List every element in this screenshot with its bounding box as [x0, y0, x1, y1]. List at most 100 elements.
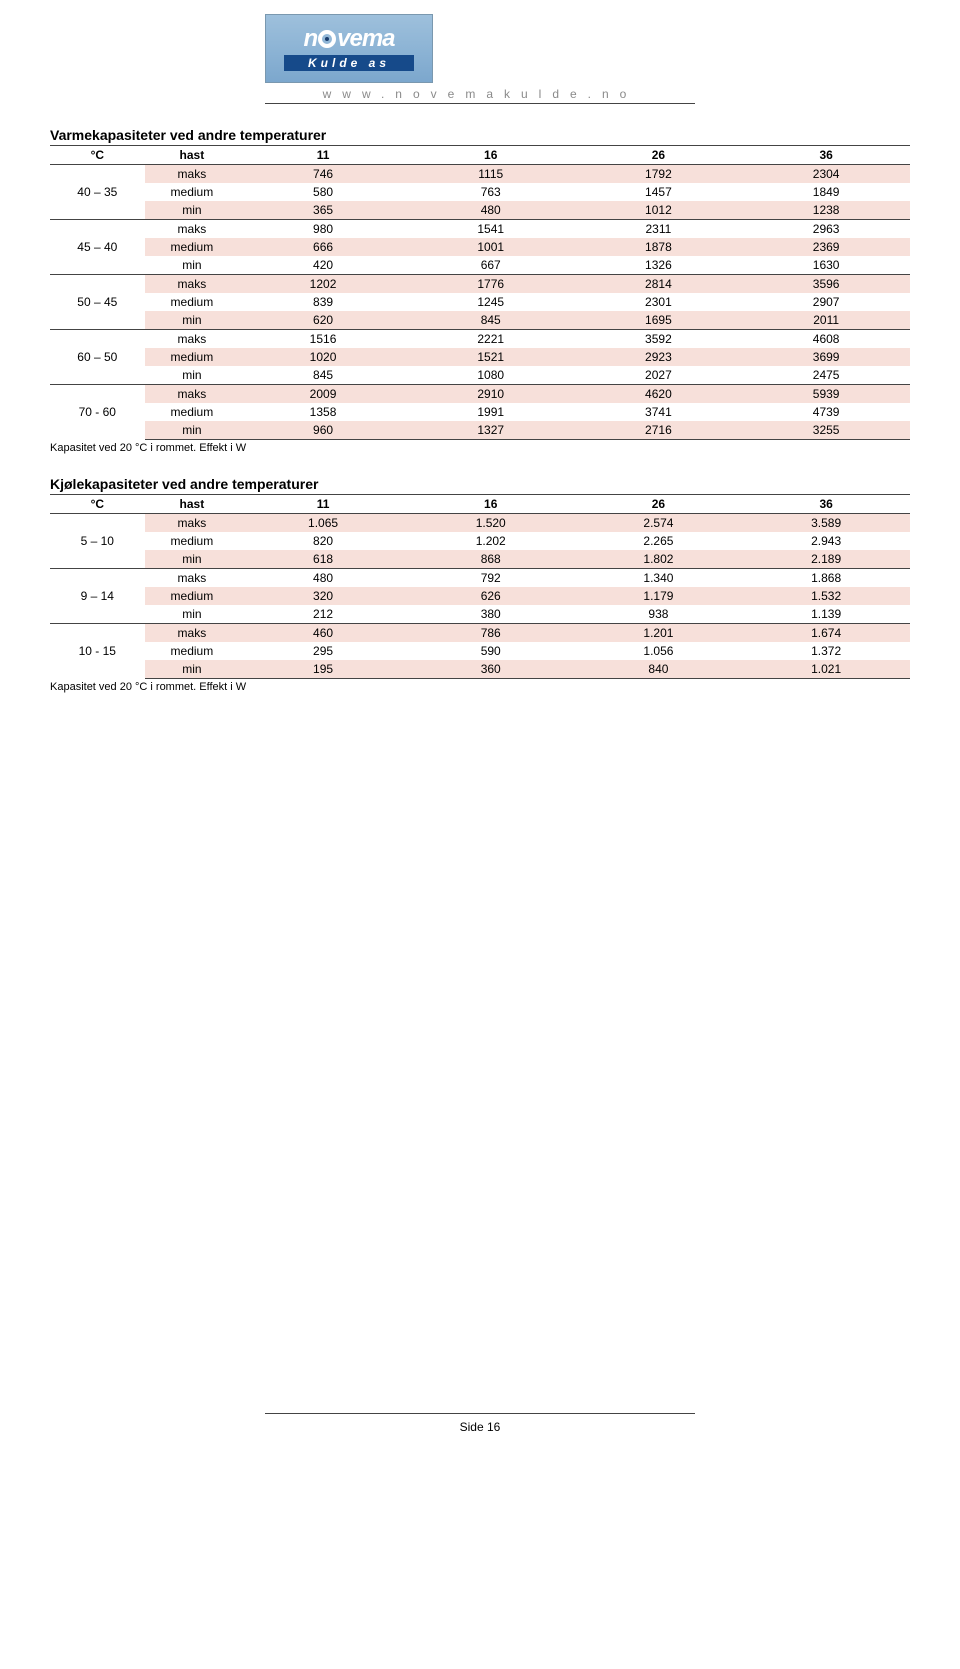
cell-value: 1238	[742, 201, 910, 220]
cell-value: 667	[407, 256, 575, 275]
cell-hast: min	[145, 550, 240, 569]
cell-value: 1.372	[742, 642, 910, 660]
group-label: 10 - 15	[50, 624, 145, 679]
cell-value: 2009	[239, 385, 407, 404]
cell-hast: min	[145, 311, 240, 330]
cell-value: 1.179	[575, 587, 743, 605]
heat-table-note: Kapasitet ved 20 °C i rommet. Effekt i W	[50, 442, 910, 454]
cell-value: 839	[239, 293, 407, 311]
table-row: medium8201.2022.2652.943	[50, 532, 910, 550]
cell-value: 365	[239, 201, 407, 220]
group-label: 45 – 40	[50, 220, 145, 275]
cool-table-title: Kjølekapasiteter ved andre temperaturer	[50, 476, 910, 492]
cell-hast: min	[145, 660, 240, 679]
page-header: nvema Kulde as www.novemakulde.no	[50, 14, 910, 109]
cell-value: 1991	[407, 403, 575, 421]
cell-value: 480	[239, 569, 407, 588]
cell-value: 1.139	[742, 605, 910, 624]
cell-value: 1.056	[575, 642, 743, 660]
cell-value: 960	[239, 421, 407, 440]
table-row: min6188681.8022.189	[50, 550, 910, 569]
cell-value: 2910	[407, 385, 575, 404]
header-url: www.novemakulde.no	[265, 87, 695, 101]
cell-hast: maks	[145, 220, 240, 239]
table-row: min1953608401.021	[50, 660, 910, 679]
cell-value: 2369	[742, 238, 910, 256]
cell-value: 4739	[742, 403, 910, 421]
cell-value: 938	[575, 605, 743, 624]
cell-value: 1.520	[407, 514, 575, 533]
cell-value: 1.868	[742, 569, 910, 588]
group-label: 5 – 10	[50, 514, 145, 569]
cell-value: 666	[239, 238, 407, 256]
cell-value: 1.802	[575, 550, 743, 569]
cell-hast: maks	[145, 330, 240, 349]
cell-hast: medium	[145, 238, 240, 256]
table-row: min2123809381.139	[50, 605, 910, 624]
cell-value: 1630	[742, 256, 910, 275]
table-row: medium2955901.0561.372	[50, 642, 910, 660]
cell-hast: medium	[145, 293, 240, 311]
cell-hast: maks	[145, 514, 240, 533]
table-row: 70 - 60maks2009291046205939	[50, 385, 910, 404]
table-row: medium666100118782369	[50, 238, 910, 256]
cell-value: 1.340	[575, 569, 743, 588]
table-row: medium1020152129233699	[50, 348, 910, 366]
table-row: medium1358199137414739	[50, 403, 910, 421]
cell-value: 580	[239, 183, 407, 201]
cell-value: 3.589	[742, 514, 910, 533]
page-footer: Side 16	[265, 1413, 695, 1434]
cell-value: 1001	[407, 238, 575, 256]
cell-value: 868	[407, 550, 575, 569]
cell-value: 1358	[239, 403, 407, 421]
cell-value: 763	[407, 183, 575, 201]
table-row: 10 - 15maks4607861.2011.674	[50, 624, 910, 643]
cell-value: 212	[239, 605, 407, 624]
cell-hast: medium	[145, 403, 240, 421]
col-header: 16	[407, 146, 575, 165]
logo-box: nvema Kulde as	[265, 14, 433, 83]
cell-value: 1878	[575, 238, 743, 256]
cell-hast: maks	[145, 275, 240, 294]
col-header: 36	[742, 495, 910, 514]
cell-hast: medium	[145, 348, 240, 366]
cell-value: 2311	[575, 220, 743, 239]
col-header: hast	[145, 146, 240, 165]
table-row: medium3206261.1791.532	[50, 587, 910, 605]
cell-value: 3255	[742, 421, 910, 440]
cell-value: 3596	[742, 275, 910, 294]
cell-value: 295	[239, 642, 407, 660]
col-header: 26	[575, 495, 743, 514]
cell-value: 618	[239, 550, 407, 569]
table-row: min42066713261630	[50, 256, 910, 275]
table-row: 5 – 10maks1.0651.5202.5743.589	[50, 514, 910, 533]
group-label: 50 – 45	[50, 275, 145, 330]
table-row: medium839124523012907	[50, 293, 910, 311]
cool-table-note: Kapasitet ved 20 °C i rommet. Effekt i W	[50, 681, 910, 693]
table-row: medium58076314571849	[50, 183, 910, 201]
cell-value: 2027	[575, 366, 743, 385]
cell-value: 1792	[575, 165, 743, 184]
cell-value: 1776	[407, 275, 575, 294]
cell-value: 320	[239, 587, 407, 605]
cell-value: 3592	[575, 330, 743, 349]
logo: nvema Kulde as www.novemakulde.no	[265, 14, 695, 104]
cell-value: 2.265	[575, 532, 743, 550]
col-header: °C	[50, 146, 145, 165]
group-label: 40 – 35	[50, 165, 145, 220]
cell-hast: min	[145, 256, 240, 275]
cell-value: 4608	[742, 330, 910, 349]
col-header: hast	[145, 495, 240, 514]
cell-value: 1020	[239, 348, 407, 366]
cell-value: 1516	[239, 330, 407, 349]
col-header: 11	[239, 495, 407, 514]
cell-value: 1327	[407, 421, 575, 440]
cell-value: 1245	[407, 293, 575, 311]
logo-bottom-text: Kulde as	[284, 55, 414, 71]
cell-value: 1.532	[742, 587, 910, 605]
table-row: 45 – 40maks980154123112963	[50, 220, 910, 239]
cell-value: 820	[239, 532, 407, 550]
cell-value: 2.189	[742, 550, 910, 569]
cell-hast: medium	[145, 183, 240, 201]
cell-value: 380	[407, 605, 575, 624]
